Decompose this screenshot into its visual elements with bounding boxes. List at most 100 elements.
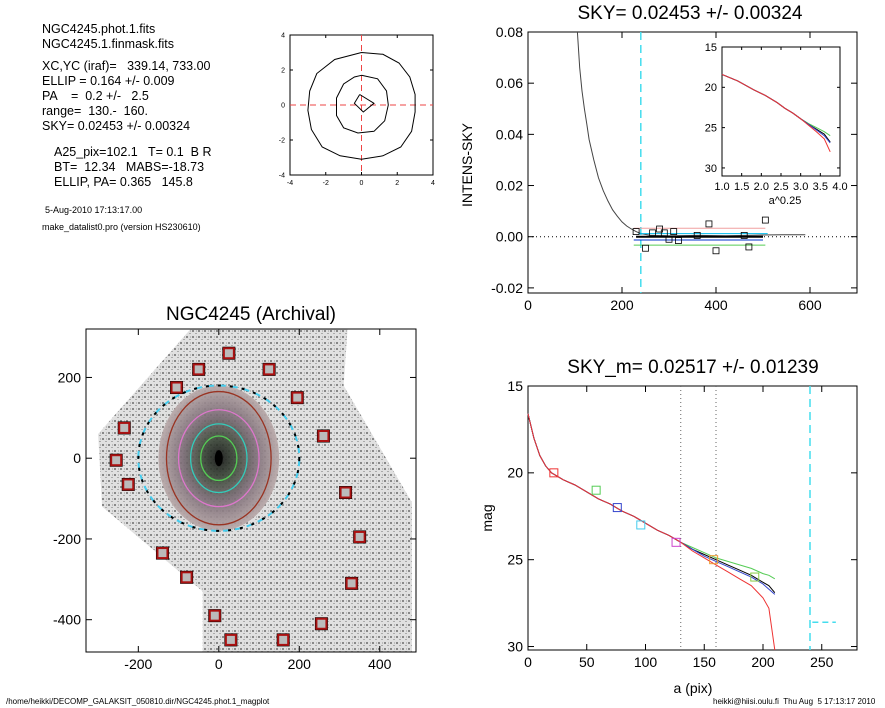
int-sky-marker bbox=[665, 235, 673, 243]
sky-value: SKY= 0.02453 +/- 0.00324 bbox=[42, 119, 191, 133]
mag-xtick-label: 150 bbox=[693, 654, 717, 670]
image-sky-box-border bbox=[339, 486, 352, 499]
a25-info: A25_pix=102.1 T= 0.1 B R bbox=[54, 145, 212, 159]
footer-user: heikki@hiisi.oulu.fi Thu Aug 5 17:13:17 … bbox=[713, 697, 876, 706]
inset-frame bbox=[721, 46, 841, 177]
position-angle: PA = 0.2 +/- 2.5 bbox=[42, 89, 149, 103]
image-isophote-ellipse bbox=[165, 390, 272, 526]
mag-marker bbox=[612, 503, 622, 513]
int-profile-line bbox=[576, 31, 806, 237]
image-sky-box-border bbox=[224, 633, 237, 646]
isophote-shape-panel: -4 -2 0 2 4 -4 -2 0 2 4 bbox=[279, 32, 435, 187]
image-sky-box-border bbox=[110, 454, 123, 467]
img-xtick-label: 400 bbox=[368, 656, 392, 672]
inset-xlabel: a^0.25 bbox=[769, 195, 802, 207]
int-ytick-label: 0.04 bbox=[496, 126, 523, 142]
timestamp: 5-Aug-2010 17:13:17.00 bbox=[45, 205, 143, 215]
int-sky-marker bbox=[705, 220, 713, 228]
image-sky-box-border bbox=[170, 381, 183, 394]
program-version: make_datalist0.pro (version HS230610) bbox=[42, 222, 201, 232]
image-sky-box-border bbox=[222, 347, 235, 360]
iso-ytick-label: -4 bbox=[279, 172, 285, 179]
inset-ytick-label: 20 bbox=[705, 82, 717, 94]
img-ytick-label: -200 bbox=[53, 531, 81, 547]
inset-ytick-label: 30 bbox=[705, 163, 717, 175]
iso-xtick-label: 4 bbox=[431, 180, 435, 187]
image-sky-box-border bbox=[118, 421, 131, 434]
int-sky-marker bbox=[670, 228, 678, 235]
mag-marker bbox=[591, 485, 601, 495]
mag-series-line bbox=[527, 413, 776, 594]
mag-marker bbox=[549, 468, 559, 478]
inset-xtick-label: 1.5 bbox=[734, 181, 749, 193]
int-sky-marker bbox=[745, 243, 753, 251]
int-xtick-label: 200 bbox=[610, 297, 634, 313]
img-frame bbox=[85, 328, 417, 653]
mag-ytick-label: 30 bbox=[507, 638, 523, 654]
mag-marker bbox=[750, 572, 760, 582]
iso-ytick-label: -2 bbox=[279, 137, 285, 144]
galaxy-nucleus bbox=[214, 450, 223, 467]
image-isophote-ellipse bbox=[200, 435, 238, 482]
int-ytick-label: -0.02 bbox=[491, 280, 523, 296]
ellipticity: ELLIP = 0.164 +/- 0.009 bbox=[42, 74, 175, 88]
img-xtick-label: -200 bbox=[124, 656, 152, 672]
mag-series-line bbox=[527, 413, 776, 595]
image-sky-box-border bbox=[353, 530, 366, 543]
ellip-pa-info: ELLIP, PA= 0.365 145.8 bbox=[54, 175, 193, 189]
image-sky-box-border bbox=[208, 609, 221, 622]
int-sky-marker bbox=[632, 228, 640, 235]
mag-xtick-label: 0 bbox=[524, 654, 532, 670]
mag-xlabel: a (pix) bbox=[674, 680, 713, 696]
inset-ytick-label: 25 bbox=[705, 122, 717, 134]
int-sky-marker bbox=[656, 225, 663, 233]
int-xtick-label: 400 bbox=[704, 297, 728, 313]
int-xtick-label: 0 bbox=[524, 297, 532, 313]
iso-xtick-label: -4 bbox=[287, 180, 293, 187]
mag-ytick-label: 25 bbox=[507, 552, 523, 568]
magnitude-profile-panel: 0 50 100 150 200 250 15 20 25 30 bbox=[507, 378, 858, 670]
image-sky-box-border bbox=[180, 571, 193, 584]
int-ytick-label: 0.08 bbox=[496, 24, 523, 40]
mag-series-line bbox=[527, 413, 776, 580]
inset-xtick-label: 2.5 bbox=[773, 181, 788, 193]
mag-marker bbox=[709, 555, 719, 565]
iso-ytick-label: 0 bbox=[281, 102, 285, 109]
mag-marker bbox=[636, 520, 646, 530]
mask-filename: NGC4245.1.finmask.fits bbox=[42, 37, 174, 51]
inset-xtick-label: 3.5 bbox=[813, 181, 828, 193]
mag-ylabel: mag bbox=[479, 504, 495, 531]
image-sky-box-border bbox=[317, 429, 330, 442]
intensity-title: SKY= 0.02453 +/- 0.00324 bbox=[577, 3, 802, 24]
img-xtick-label: 200 bbox=[288, 656, 312, 672]
mag-xtick-label: 250 bbox=[810, 654, 834, 670]
image-isophote-ellipse bbox=[177, 409, 260, 508]
center-coords: XC,YC (iraf)= 339.14, 733.00 bbox=[42, 59, 211, 73]
bt-mabs-info: BT= 12.34 MABS=-18.73 bbox=[54, 160, 205, 174]
int-sky-marker bbox=[693, 232, 701, 239]
iso-contour bbox=[353, 94, 375, 113]
inset-xtick-label: 1.0 bbox=[714, 181, 729, 193]
mag-frame bbox=[527, 385, 858, 651]
mag-series-line bbox=[527, 413, 776, 651]
mag-ytick-label: 20 bbox=[507, 465, 523, 481]
image-sky-box-border bbox=[315, 617, 328, 630]
image-sky-box-border bbox=[122, 478, 135, 491]
iso-xtick-label: 2 bbox=[395, 180, 399, 187]
intensity-profile-panel: 0 200 400 600 -0.02 0.00 0.02 0.04 0.06 0.08 1.0 1.… bbox=[491, 24, 858, 313]
mag-xtick-label: 200 bbox=[751, 654, 775, 670]
img-ytick-label: -400 bbox=[53, 612, 81, 628]
inset-series-line bbox=[721, 73, 831, 153]
int-ytick-label: 0.06 bbox=[496, 75, 523, 91]
mag-ytick-label: 15 bbox=[507, 378, 523, 394]
inset-xtick-label: 3.0 bbox=[793, 181, 808, 193]
iso-ytick-label: 4 bbox=[281, 32, 285, 39]
mag-xtick-label: 100 bbox=[634, 654, 658, 670]
int-ytick-label: 0.02 bbox=[496, 177, 523, 193]
int-sky-marker bbox=[642, 244, 649, 252]
mag-title: SKY_m= 0.02517 +/- 0.01239 bbox=[567, 357, 818, 378]
iso-xtick-label: 0 bbox=[360, 180, 364, 187]
img-ytick-label: 200 bbox=[58, 369, 82, 385]
image-sky-box-border bbox=[277, 633, 290, 646]
mag-xtick-label: 50 bbox=[579, 654, 595, 670]
